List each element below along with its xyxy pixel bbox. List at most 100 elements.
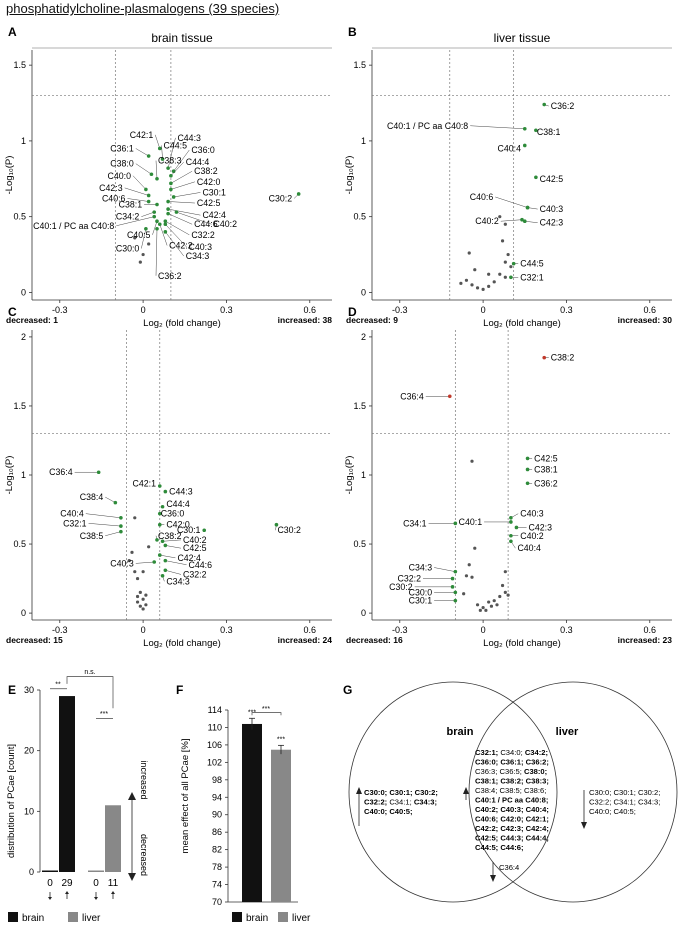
- point-label: C42:5: [540, 174, 564, 184]
- data-point: [166, 207, 170, 211]
- significance-label: ***: [100, 711, 108, 718]
- decreased-count: decreased: 15: [6, 635, 63, 645]
- point-label: C42:1: [130, 130, 154, 140]
- shared-species: C32:1; C34:0; C34:2; C36:0; C36:1; C36:2;…: [475, 748, 549, 852]
- point-label: C36:2: [534, 478, 558, 488]
- point-label: C40:6: [470, 192, 494, 202]
- data-point: [492, 599, 496, 603]
- data-point: [163, 543, 168, 548]
- point-label: C34:3: [409, 563, 433, 573]
- data-point: [514, 525, 519, 530]
- data-point: [503, 260, 507, 264]
- y-axis-label: -Log₁₀(P): [344, 156, 355, 195]
- panel-label: A: [8, 25, 17, 39]
- data-point: [506, 252, 510, 257]
- point-label: C34:2: [116, 212, 140, 222]
- data-point: [450, 576, 455, 581]
- data-point: [146, 193, 151, 198]
- panel-label: E: [8, 683, 16, 697]
- leader-line: [165, 224, 187, 248]
- x-tick-label: 0.6: [644, 625, 657, 635]
- leader-line: [165, 560, 187, 566]
- point-label: C32:2: [183, 569, 207, 579]
- data-point: [450, 585, 455, 589]
- point-label: C36:0: [161, 509, 185, 519]
- data-point: [166, 166, 170, 170]
- data-point: [534, 128, 538, 133]
- panel-label: D: [348, 305, 357, 319]
- data-point: [503, 222, 507, 226]
- data-point: [169, 187, 173, 192]
- data-point: [525, 456, 530, 461]
- data-point: [157, 511, 162, 516]
- data-point: [475, 286, 480, 290]
- leader-line: [135, 148, 149, 157]
- data-point: [487, 284, 491, 288]
- point-label: C36:2: [158, 271, 182, 281]
- point-label: C40:3: [520, 509, 544, 519]
- y-tick-label: 106: [207, 740, 222, 750]
- point-label: C42:0: [197, 177, 221, 187]
- data-point: [478, 608, 482, 612]
- data-point: [522, 219, 527, 224]
- legend-swatch: [8, 912, 18, 922]
- data-point: [160, 504, 165, 509]
- data-point: [157, 222, 162, 227]
- point-label: C44:4: [166, 499, 190, 509]
- data-point: [509, 539, 513, 544]
- y-tick-label: 20: [24, 746, 34, 756]
- y-tick-label: 0.5: [353, 212, 366, 222]
- data-point: [155, 226, 159, 231]
- significance-bracket: [251, 712, 282, 716]
- point-label: C38:0: [110, 159, 134, 169]
- data-point: [144, 187, 148, 192]
- panel-f: F 70 74 78 82 86 90 94 98 102 106 110 114 mean effect…: [176, 683, 311, 924]
- point-label: C36:0: [191, 145, 215, 155]
- liver-title: liver: [556, 726, 579, 738]
- x-tick-label: 0.3: [560, 305, 573, 315]
- data-point: [141, 252, 145, 257]
- point-label: C34:1: [403, 518, 427, 528]
- bar-significance: ***: [277, 736, 285, 743]
- y-tick-label: 0: [361, 608, 366, 618]
- data-point: [453, 569, 458, 574]
- data-point: [152, 210, 157, 214]
- data-point: [135, 594, 140, 599]
- shared-decreased-species: C36:4: [499, 863, 519, 872]
- leader-line: [155, 160, 158, 179]
- y-tick-label: 1: [21, 136, 26, 146]
- point-label: C40:2: [214, 219, 238, 229]
- data-point: [130, 550, 134, 554]
- x-axis-label: Log₂ (fold change): [143, 318, 221, 329]
- leader-line: [165, 220, 190, 236]
- data-point: [470, 575, 474, 579]
- point-label: C40:6: [102, 193, 126, 203]
- down-arrow-icon: [48, 897, 52, 900]
- legend-swatch: [232, 912, 242, 922]
- leader-line: [173, 192, 201, 198]
- decreased-count: decreased: 9: [346, 315, 398, 325]
- leader-line: [165, 231, 184, 257]
- leader-line: [170, 170, 193, 184]
- leader-line: [124, 187, 149, 196]
- point-label: C38:1: [534, 464, 558, 474]
- leader-line: [434, 567, 456, 572]
- y-tick-label: 102: [207, 757, 222, 767]
- leader-line: [167, 137, 176, 169]
- count-label: 11: [108, 878, 119, 889]
- y-tick-label: 74: [212, 880, 222, 890]
- data-point: [509, 533, 513, 538]
- count-bar: [105, 805, 121, 872]
- data-point: [171, 195, 176, 199]
- x-tick-label: 0.3: [220, 625, 233, 635]
- leader-line: [85, 513, 121, 519]
- leader-line: [135, 163, 152, 175]
- data-point: [157, 146, 162, 151]
- data-point: [467, 251, 471, 255]
- point-label: C38:4: [80, 492, 104, 502]
- data-point: [147, 545, 151, 549]
- panel-label: B: [348, 25, 357, 39]
- leader-line: [152, 221, 158, 235]
